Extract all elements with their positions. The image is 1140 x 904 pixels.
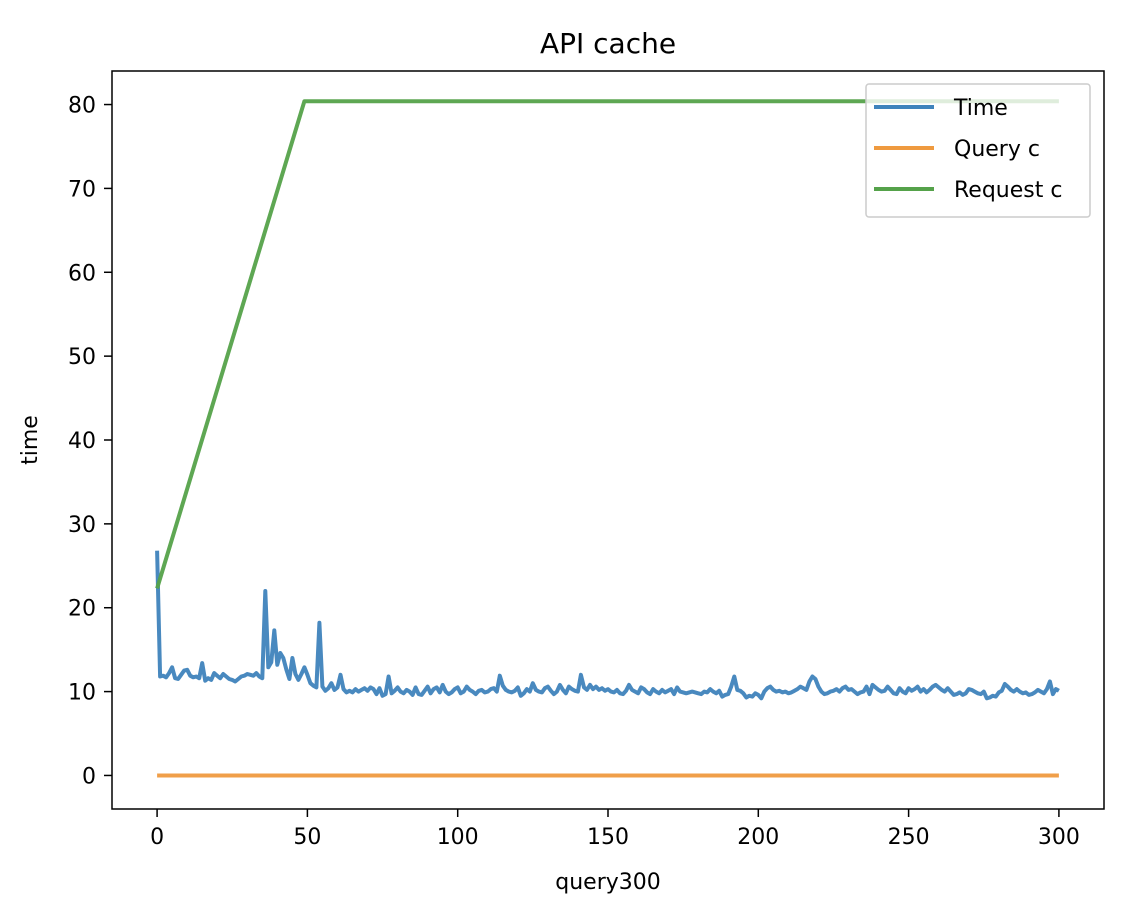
x-tick-label: 50 [293,825,321,850]
legend-label: Request c [954,178,1062,203]
y-tick-label: 20 [68,597,96,622]
legend-label: Time [953,96,1008,121]
legend: Time Query c Request c [865,83,1091,218]
y-axis: 0 10 20 30 40 50 60 70 80 [68,94,112,789]
chart-title: API cache [540,27,676,60]
series-layer [155,99,1060,778]
series-line-time [155,550,1060,701]
y-tick-label: 40 [68,429,96,454]
x-tick-label: 200 [737,825,779,850]
legend-box [865,83,1091,218]
series-line-request-c [155,99,1059,589]
y-axis-label: time [18,415,43,465]
y-tick-label: 60 [68,261,96,286]
y-tick-label: 10 [68,681,96,706]
y-tick-label: 50 [68,345,96,370]
y-tick-label: 80 [68,94,96,119]
x-tick-label: 250 [888,825,930,850]
x-axis: 0 50 100 150 200 250 300 [150,809,1080,850]
y-tick-label: 0 [82,764,96,789]
x-tick-label: 150 [587,825,629,850]
y-tick-label: 70 [68,177,96,202]
x-tick-label: 100 [437,825,479,850]
legend-label: Query c [954,137,1040,162]
x-axis-label: query300 [555,870,661,895]
x-tick-label: 300 [1038,825,1080,850]
x-tick-label: 0 [150,825,164,850]
y-tick-label: 30 [68,513,96,538]
